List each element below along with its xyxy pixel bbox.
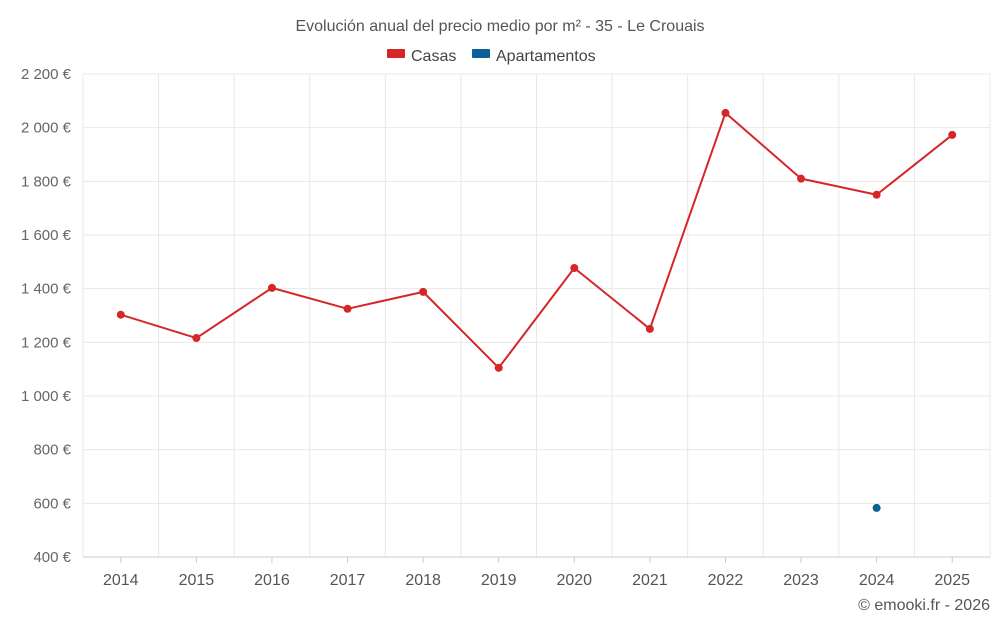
y-tick-label: 1 800 € [21, 173, 72, 190]
y-tick-label: 2 200 € [21, 66, 72, 83]
x-tick-label: 2021 [632, 572, 668, 589]
y-tick-label: 600 € [33, 495, 71, 512]
x-tick-label: 2019 [481, 572, 517, 589]
series-line-casas [120, 111, 953, 369]
legend-item-apartamentos[interactable]: Apartamentos [472, 48, 596, 65]
x-axis-ticks: 2014 2015 2016 2017 2018 2019 2020 2021 2022 2023… [103, 557, 970, 589]
legend-label-apartamentos: Apartamentos [496, 48, 596, 65]
data-point-casas-2014[interactable] [116, 310, 125, 319]
y-tick-label: 1 200 € [21, 334, 72, 351]
copyright-credit: © emooki.fr - 2026 [858, 597, 990, 614]
y-tick-label: 2 000 € [21, 120, 72, 137]
x-tick-label: 2023 [783, 572, 819, 589]
x-tick-label: 2024 [859, 572, 895, 589]
x-tick-label: 2022 [708, 572, 744, 589]
data-point-casas-2021[interactable] [645, 324, 654, 333]
x-tick-label: 2025 [934, 572, 970, 589]
data-point-casas-2022[interactable] [721, 108, 730, 117]
x-tick-label: 2015 [179, 572, 215, 589]
series-casas [116, 108, 957, 372]
data-point-casas-2016[interactable] [267, 283, 276, 292]
data-point-casas-2025[interactable] [948, 130, 957, 139]
data-point-casas-2023[interactable] [797, 174, 806, 183]
legend-label-casas: Casas [411, 48, 456, 65]
legend-swatch-apartamentos [472, 49, 490, 58]
y-tick-label: 400 € [33, 549, 71, 566]
y-axis-ticks: 400 € 600 € 800 € 1 000 € 1 200 € 1 400 € 1 60… [21, 66, 72, 566]
y-tick-label: 1 000 € [21, 388, 72, 405]
data-point-casas-2024[interactable] [872, 190, 881, 199]
x-tick-label: 2020 [556, 572, 592, 589]
legend-swatch-casas [387, 49, 405, 58]
legend-item-casas[interactable]: Casas [387, 48, 456, 65]
y-tick-label: 800 € [33, 442, 71, 459]
x-tick-label: 2016 [254, 572, 290, 589]
data-point-casas-2015[interactable] [192, 334, 201, 343]
x-tick-label: 2017 [330, 572, 366, 589]
data-point-casas-2019[interactable] [494, 363, 503, 372]
data-point-casas-2020[interactable] [570, 264, 579, 273]
series-apartamentos [872, 503, 881, 512]
data-point-casas-2018[interactable] [419, 287, 428, 296]
data-point-casas-2017[interactable] [343, 304, 352, 313]
data-point-apartamentos-2024[interactable] [872, 503, 881, 512]
x-tick-label: 2018 [405, 572, 441, 589]
series-layer [116, 108, 957, 512]
grid-lines [82, 73, 991, 557]
y-tick-label: 1 600 € [21, 227, 72, 244]
x-tick-label: 2014 [103, 572, 139, 589]
chart-title: Evolución anual del precio medio por m² … [295, 18, 704, 35]
chart-legend: Casas Apartamentos [387, 48, 596, 65]
y-tick-label: 1 400 € [21, 281, 72, 298]
